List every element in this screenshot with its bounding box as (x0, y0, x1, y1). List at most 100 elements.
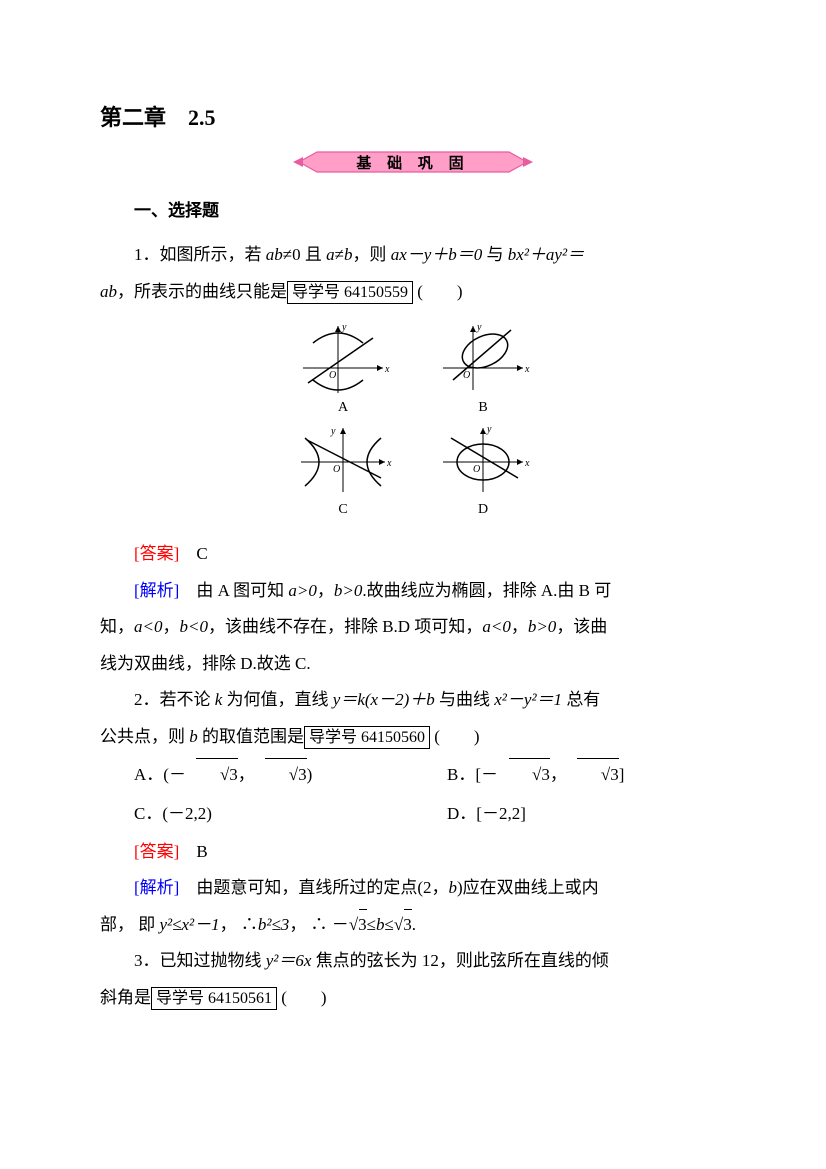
q1-line1: 1．如图所示，若 ab≠0 且 a≠b，则 ax－y＋b＝0 与 bx²＋ay²… (100, 237, 726, 274)
figure-cell-d: x y O D (423, 420, 543, 518)
fig-label-b: B (478, 400, 487, 416)
q3b: 焦点的弦长为 12，则此弦所在直线的倾 (311, 951, 609, 970)
q2-optC-val: (－2,2) (162, 804, 212, 823)
q1-an2a: 知， (100, 617, 134, 636)
chapter-label: 第二章 (100, 105, 166, 130)
q2-optB-close: ] (619, 765, 625, 784)
q1-an-1a: 由 A 图可知 (196, 581, 288, 600)
q1-analysis-3: 线为双曲线，排除 D.故选 C. (100, 646, 726, 683)
q2-answer: [答案] B (100, 834, 726, 871)
q2-opt-b: B．[－√3，√3] (413, 755, 726, 794)
svg-text:y: y (476, 322, 482, 333)
guide-box-3: 导学号 64150561 (151, 987, 277, 1011)
q2-le2: ≤ (385, 915, 394, 934)
q2-opt-a: A．(－√3，√3) (100, 755, 413, 794)
q2-analysis-1: [解析] 由题意可知，直线所过的定点(2，b)应在双曲线上或内 (100, 870, 726, 907)
svg-text:x: x (386, 458, 392, 469)
q2-optB-open: [－ (475, 765, 498, 784)
q1-an-c2: ， (162, 617, 179, 636)
q1-a: a (326, 245, 335, 264)
q1-figures: x y O A x y O (100, 318, 726, 522)
q1-and: 与 (482, 245, 508, 264)
figure-d-svg: x y O (433, 420, 533, 500)
section-a-title: 一、选择题 (100, 196, 726, 221)
figure-grid: x y O A x y O (273, 318, 553, 522)
q2-paren: ( ) (434, 727, 479, 746)
q2-opt-c: C．(－2,2) (100, 794, 413, 833)
q1-l2a: ab (100, 282, 117, 301)
q2a: 2．若不论 (134, 690, 215, 709)
banner-row: 基 础 巩 固 (100, 150, 726, 174)
q1-paren: ( ) (417, 282, 462, 301)
q2-optD-val: [－2,2] (476, 804, 526, 823)
q2l2b: 的取值范围是 (198, 727, 304, 746)
q2-an2a: 部， 即 (100, 915, 160, 934)
q1-an-t2: .故曲线应为椭圆，排除 A.由 B 可 (362, 581, 611, 600)
q2-line2: 公共点，则 b 的取值范围是导学号 64150560 ( ) (100, 719, 726, 756)
q2-anc1: ， ∴ (220, 915, 258, 934)
sqrt-val-3: 3 (541, 765, 550, 784)
answer-label: [答案] (134, 842, 179, 861)
q2-options-row2: C．(－2,2) D．[－2,2] (100, 794, 726, 833)
q1-answer: [答案] C (100, 536, 726, 573)
q2-b: b (189, 727, 198, 746)
svg-text:x: x (524, 364, 530, 375)
svg-text:x: x (524, 458, 530, 469)
q1-an-c3: ， (511, 617, 528, 636)
q2-an-b: b (449, 878, 458, 897)
svg-text:O: O (333, 464, 340, 475)
q3-line2: 斜角是导学号 64150561 ( ) (100, 980, 726, 1017)
q3l2: 斜角是 (100, 988, 151, 1007)
q2-period: . (412, 915, 416, 934)
figure-c-svg: x y O (293, 420, 393, 500)
sqrt-icon: √3 (498, 755, 550, 794)
sqrt-icon: √3 (349, 907, 367, 944)
q2-curve: x²－y²＝1 (494, 690, 562, 709)
svg-text:y: y (486, 424, 492, 435)
sqrt-icon: √3 (567, 755, 619, 794)
fig-label-a: A (338, 400, 348, 416)
q2-line1: 2．若不论 k 为何值，直线 y＝k(x－2)＋b 与曲线 x²－y²＝1 总有 (100, 682, 726, 719)
sqrt-icon: √3 (255, 755, 307, 794)
q1-l2b: ，所表示的曲线只能是 (117, 282, 287, 301)
figure-cell-c: x y O C (283, 420, 403, 518)
q3a: 3．已知过抛物线 (134, 951, 266, 970)
figure-b-svg: x y O (433, 318, 533, 398)
q2-analysis-2: 部， 即 y²≤x²－1， ∴b²≤3， ∴ －√3≤b≤√3. (100, 907, 726, 944)
q2-an-t2: )应在双曲线上或内 (457, 878, 599, 897)
q1-an-alt0b: a<0 (482, 617, 510, 636)
q1-an-blt0: b<0 (179, 617, 207, 636)
guide-box-1: 导学号 64150559 (287, 281, 413, 305)
svg-text:y: y (341, 322, 347, 333)
q2-anexpr1: y²≤x²－1 (160, 915, 220, 934)
q1-an-bgt0: b>0 (334, 581, 362, 600)
q2-optA-close: ) (307, 765, 313, 784)
q2-optB-lbl: B． (447, 765, 475, 784)
sqrt-icon: √3 (394, 907, 412, 944)
q1-answer-value: C (196, 544, 207, 563)
q1-then: ，则 (352, 245, 390, 264)
section-banner: 基 础 巩 固 (293, 150, 533, 174)
chapter-title: 第二章 2.5 (100, 100, 726, 132)
figure-row-2: x y O C x y O (273, 420, 553, 518)
sqrt-val-5: 3 (358, 915, 367, 934)
q2-answer-value: B (196, 842, 207, 861)
svg-text:x: x (384, 364, 390, 375)
q1-analysis-2: 知，a<0，b<0，该曲线不存在，排除 B.D 项可知，a<0，b>0，该曲 (100, 609, 726, 646)
figure-cell-b: x y O B (423, 318, 543, 416)
guide-box-2: 导学号 64150560 (304, 726, 430, 750)
analysis-label: [解析] (134, 581, 179, 600)
q1-ne0: ≠0 且 (283, 245, 326, 264)
answer-label: [答案] (134, 544, 179, 563)
q2-an-b2: b (376, 915, 385, 934)
q2-le1: ≤ (367, 915, 376, 934)
q2-optC-lbl: C． (134, 804, 162, 823)
q2-opt-d: D．[－2,2] (413, 794, 726, 833)
fig-label-d: D (478, 502, 488, 518)
q2b: 为何值，直线 (222, 690, 333, 709)
q3-parab: y²＝6x (266, 951, 312, 970)
figure-cell-a: x y O A (283, 318, 403, 416)
q1-an2mid: ，该曲线不存在，排除 B.D 项可知， (208, 617, 482, 636)
q1-conic: bx²＋ay²＝ (508, 245, 584, 264)
q2l2a: 公共点，则 (100, 727, 189, 746)
